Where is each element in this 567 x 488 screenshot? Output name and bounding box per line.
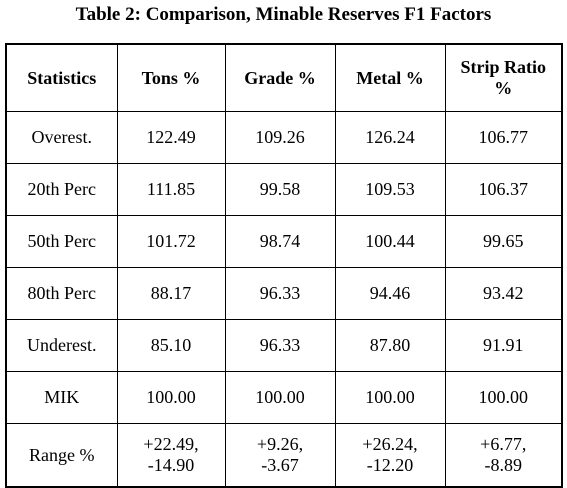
range-strip-lower: -8.89 xyxy=(484,455,523,475)
cell-metal: 94.46 xyxy=(334,267,446,320)
cell-tons: 111.85 xyxy=(116,163,226,216)
row-statistic: Underest. xyxy=(5,319,118,372)
cell-tons: 100.00 xyxy=(116,371,226,424)
range-tons-upper: +22.49, xyxy=(143,434,199,454)
row-statistic: Overest. xyxy=(5,111,118,164)
header-strip-ratio: Strip Ratio % xyxy=(444,43,563,112)
cell-strip-ratio: 106.37 xyxy=(444,163,563,216)
cell-grade: 99.58 xyxy=(224,163,336,216)
cell-grade: +9.26, -3.67 xyxy=(224,423,336,488)
cell-grade: 100.00 xyxy=(224,371,336,424)
header-tons: Tons % xyxy=(116,43,226,112)
row-statistic: 50th Perc xyxy=(5,215,118,268)
cell-strip-ratio: 99.65 xyxy=(444,215,563,268)
header-strip-ratio-line2: % xyxy=(494,78,513,98)
range-grade-upper: +9.26, xyxy=(256,434,304,454)
table-row: Overest. 122.49 109.26 126.24 106.77 xyxy=(5,111,563,164)
cell-metal: 100.44 xyxy=(334,215,446,268)
range-row: Range % +22.49, -14.90 +9.26, -3.67 +26.… xyxy=(5,423,563,488)
cell-metal: 126.24 xyxy=(334,111,446,164)
row-statistic: 80th Perc xyxy=(5,267,118,320)
range-strip-upper: +6.77, xyxy=(480,434,527,454)
range-grade-lower: -3.67 xyxy=(261,455,299,475)
cell-strip-ratio: 100.00 xyxy=(444,371,563,424)
cell-metal: 100.00 xyxy=(334,371,446,424)
cell-tons: 88.17 xyxy=(116,267,226,320)
cell-tons: 101.72 xyxy=(116,215,226,268)
cell-metal: 87.80 xyxy=(334,319,446,372)
range-metal-lower: -12.20 xyxy=(366,455,414,475)
cell-tons: +22.49, -14.90 xyxy=(116,423,226,488)
table-row: Underest. 85.10 96.33 87.80 91.91 xyxy=(5,319,563,372)
table-row: MIK 100.00 100.00 100.00 100.00 xyxy=(5,371,563,424)
table-row: 80th Perc 88.17 96.33 94.46 93.42 xyxy=(5,267,563,320)
f1-factors-table: Statistics Tons % Grade % Metal % Strip … xyxy=(5,43,563,488)
header-row: Statistics Tons % Grade % Metal % Strip … xyxy=(5,43,563,112)
header-statistics: Statistics xyxy=(5,43,118,112)
header-strip-ratio-line1: Strip Ratio xyxy=(460,57,547,77)
cell-tons: 122.49 xyxy=(116,111,226,164)
cell-strip-ratio: 91.91 xyxy=(444,319,563,372)
table-caption: Table 2: Comparison, Minable Reserves F1… xyxy=(75,4,492,25)
range-metal-upper: +26.24, xyxy=(362,434,418,454)
row-statistic: Range % xyxy=(5,423,118,488)
cell-grade: 109.26 xyxy=(224,111,336,164)
row-statistic: 20th Perc xyxy=(5,163,118,216)
row-statistic: MIK xyxy=(5,371,118,424)
cell-strip-ratio: 93.42 xyxy=(444,267,563,320)
cell-tons: 85.10 xyxy=(116,319,226,372)
cell-metal: 109.53 xyxy=(334,163,446,216)
cell-grade: 96.33 xyxy=(224,267,336,320)
table-row: 20th Perc 111.85 99.58 109.53 106.37 xyxy=(5,163,563,216)
table-row: 50th Perc 101.72 98.74 100.44 99.65 xyxy=(5,215,563,268)
cell-strip-ratio: 106.77 xyxy=(444,111,563,164)
cell-strip-ratio: +6.77, -8.89 xyxy=(444,423,563,488)
header-metal: Metal % xyxy=(334,43,446,112)
cell-metal: +26.24, -12.20 xyxy=(334,423,446,488)
header-grade: Grade % xyxy=(224,43,336,112)
range-tons-lower: -14.90 xyxy=(147,455,195,475)
cell-grade: 96.33 xyxy=(224,319,336,372)
cell-grade: 98.74 xyxy=(224,215,336,268)
